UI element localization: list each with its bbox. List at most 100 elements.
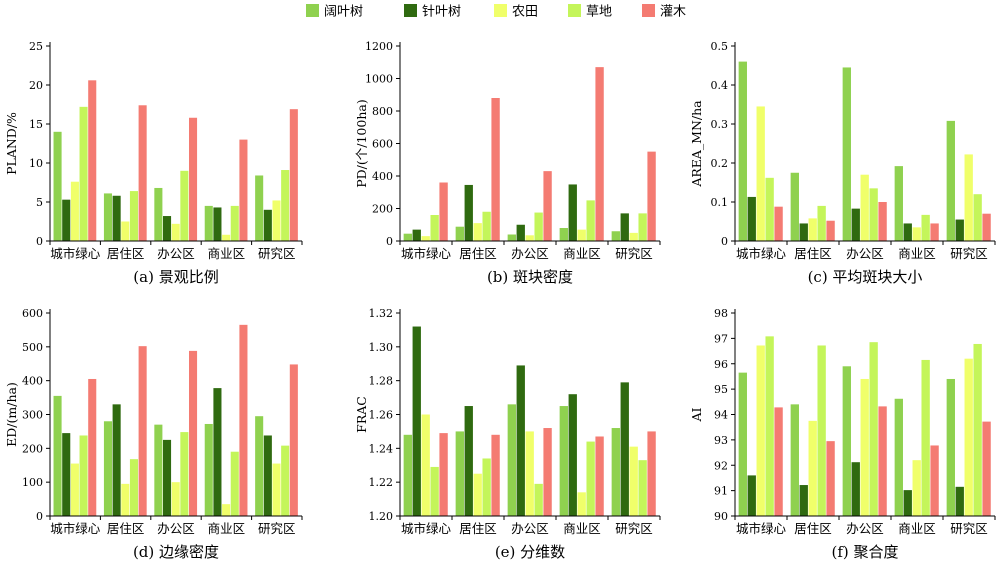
x-tick-label: 办公区	[846, 246, 884, 261]
bar	[412, 326, 421, 516]
bar	[239, 324, 248, 516]
legend-swatch	[568, 4, 581, 17]
bar	[129, 191, 138, 241]
x-tick-label: 商业区	[208, 521, 246, 536]
bar	[851, 208, 860, 241]
y-tick-label: 98	[714, 307, 728, 320]
x-tick-label: 城市绿心	[736, 246, 787, 261]
y-tick-label: 25	[29, 40, 43, 53]
y-tick-label: 200	[22, 442, 43, 455]
x-tick-label: 居住区	[794, 246, 832, 261]
bar	[62, 199, 71, 241]
bar	[473, 223, 482, 242]
bar	[103, 421, 112, 516]
bar	[808, 218, 817, 241]
bar	[738, 61, 747, 241]
bar	[455, 226, 464, 241]
chart-panel-5: 1.20 1.22 1.24 1.26 1.28 1.30 1.32 城市绿心 居住区 办公区 商业…	[354, 307, 661, 561]
y-tick-label: 1.24	[369, 442, 394, 455]
bar	[263, 435, 272, 516]
y-tick-label: 0.5	[711, 40, 729, 53]
bar	[568, 184, 577, 241]
bar	[860, 174, 869, 241]
bar	[869, 342, 878, 516]
x-tick-label: 办公区	[511, 521, 549, 536]
y-axis-title: PLAND/%	[4, 112, 19, 175]
y-tick-label: 15	[29, 118, 43, 131]
bar	[421, 414, 430, 516]
y-tick-label: 1000	[365, 73, 393, 86]
bar	[586, 200, 595, 242]
bar	[921, 359, 930, 516]
bar	[473, 473, 482, 516]
bar	[70, 181, 79, 241]
y-tick-label: 100	[22, 476, 43, 489]
bar	[138, 346, 147, 516]
bar	[213, 388, 222, 516]
bar	[525, 431, 534, 516]
bar	[289, 109, 298, 242]
x-tick-label: 城市绿心	[736, 521, 787, 536]
x-tick-label: 居住区	[459, 246, 497, 261]
bar	[189, 117, 198, 241]
y-axis-title: ED/(m/ha)	[4, 382, 19, 447]
bar	[894, 398, 903, 516]
bar	[747, 196, 756, 241]
y-tick-label: 1200	[365, 40, 393, 53]
legend-swatch	[494, 4, 507, 17]
y-tick-label: 600	[372, 138, 393, 151]
bar	[79, 106, 88, 241]
bar	[946, 120, 955, 241]
panel-caption: (c) 平均斑块大小	[808, 268, 923, 286]
legend-item: 农田	[494, 4, 538, 20]
bar	[464, 406, 473, 516]
bar	[629, 232, 638, 242]
bar	[638, 213, 647, 242]
y-tick-label: 0	[721, 235, 728, 248]
bar	[955, 219, 964, 241]
y-tick-label: 92	[714, 459, 728, 472]
bar	[559, 228, 568, 241]
bar	[121, 483, 130, 516]
x-tick-label: 办公区	[846, 521, 884, 536]
panel-caption: (e) 分维数	[495, 543, 565, 561]
bar	[577, 492, 586, 516]
bar	[430, 466, 439, 516]
y-tick-label: 0.2	[711, 157, 729, 170]
bar	[903, 223, 912, 241]
y-axis-title: AI	[689, 407, 704, 422]
x-tick-label: 研究区	[615, 246, 653, 261]
bar	[790, 172, 799, 241]
x-tick-label: 居住区	[459, 521, 497, 536]
bar	[808, 420, 817, 516]
bar	[638, 460, 647, 516]
bar	[121, 221, 130, 241]
y-tick-label: 400	[372, 170, 393, 183]
bar	[53, 395, 62, 516]
x-tick-label: 商业区	[898, 521, 936, 536]
bar	[53, 131, 62, 241]
bar	[79, 435, 88, 516]
panel-caption: (b) 斑块密度	[487, 268, 573, 286]
bar	[171, 223, 180, 241]
bar	[790, 404, 799, 516]
y-tick-label: 400	[22, 375, 43, 388]
y-tick-label: 0	[386, 235, 393, 248]
bar	[439, 182, 448, 241]
y-tick-label: 96	[714, 358, 728, 371]
bar	[756, 106, 765, 241]
bar	[964, 154, 973, 241]
y-tick-label: 800	[372, 105, 393, 118]
y-tick-label: 90	[714, 510, 728, 523]
bar	[403, 434, 412, 516]
bar	[842, 366, 851, 516]
bar	[204, 205, 213, 241]
x-tick-label: 商业区	[563, 521, 601, 536]
y-tick-label: 97	[714, 332, 728, 345]
x-tick-label: 商业区	[898, 246, 936, 261]
bar	[507, 234, 516, 241]
x-tick-label: 商业区	[563, 246, 601, 261]
bar	[559, 406, 568, 516]
bar	[230, 205, 239, 241]
bar	[439, 433, 448, 516]
